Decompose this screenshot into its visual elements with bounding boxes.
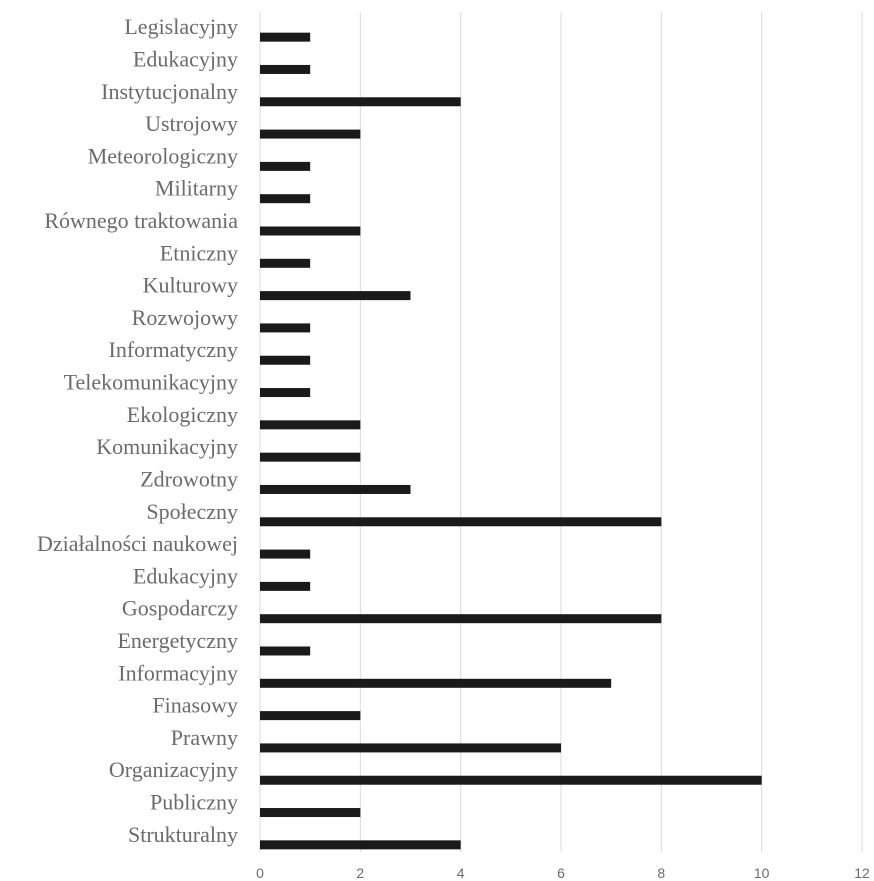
bar — [260, 129, 361, 139]
category-label: Telekomunikacyjny — [64, 370, 238, 395]
category-label: Ekologiczny — [127, 402, 238, 427]
category-label: Prawny — [171, 725, 238, 750]
bar — [260, 678, 612, 688]
category-label: Kulturowy — [143, 273, 238, 298]
x-tick-label: 0 — [256, 865, 264, 881]
x-tick-label: 6 — [557, 865, 565, 881]
bar — [260, 388, 311, 398]
category-label: Organizacyjny — [109, 757, 238, 782]
bar — [260, 614, 662, 624]
bar — [260, 32, 311, 42]
bar — [260, 97, 461, 107]
x-tick-label: 12 — [854, 865, 870, 881]
category-label: Publiczny — [150, 790, 238, 815]
gridlines — [259, 12, 863, 852]
bar — [260, 517, 662, 527]
x-tick-label: 2 — [356, 865, 364, 881]
x-axis-tick-labels: 0 2 4 6 8 10 12 — [256, 865, 870, 881]
bar — [260, 226, 361, 236]
bar — [260, 355, 311, 365]
category-label: Równego traktowania — [44, 208, 238, 233]
bar — [260, 291, 411, 301]
bar — [260, 161, 311, 171]
bar — [260, 711, 361, 721]
bar — [260, 194, 311, 204]
bars — [260, 32, 762, 850]
bar — [260, 808, 361, 818]
category-label: Edukacyjny — [133, 46, 238, 71]
category-label: Meteorologiczny — [88, 143, 238, 168]
category-label: Etniczny — [160, 240, 238, 265]
bar — [260, 484, 411, 494]
bar — [260, 323, 311, 333]
category-label: Militarny — [155, 176, 238, 201]
category-label: Komunikacyjny — [96, 434, 238, 459]
x-tick-label: 4 — [457, 865, 465, 881]
x-tick-label: 10 — [754, 865, 770, 881]
category-label: Strukturalny — [128, 822, 238, 847]
bar — [260, 549, 311, 559]
category-label: Zdrowotny — [140, 466, 238, 491]
bar — [260, 743, 561, 753]
bar — [260, 258, 311, 268]
category-labels: Legislacyjny Edukacyjny Instytucjonalny Ust… — [37, 14, 238, 847]
category-label: Instytucjonalny — [101, 79, 238, 104]
bar — [260, 775, 762, 785]
category-label: Legislacyjny — [124, 14, 238, 39]
bar — [260, 64, 311, 74]
x-tick-label: 8 — [657, 865, 665, 881]
category-label: Rozwojowy — [132, 305, 238, 330]
category-label: Informatyczny — [109, 337, 239, 362]
category-label: Gospodarczy — [122, 596, 238, 621]
category-label: Edukacyjny — [133, 563, 238, 588]
category-label: Działalności naukowej — [37, 531, 238, 556]
bar — [260, 452, 361, 462]
category-label: Informacyjny — [118, 660, 238, 685]
bar — [260, 646, 311, 656]
category-label: Ustrojowy — [145, 111, 238, 136]
category-label: Energetyczny — [117, 628, 238, 653]
category-label: Finasowy — [152, 693, 238, 718]
bar — [260, 420, 361, 430]
bar — [260, 581, 311, 591]
category-label: Społeczny — [146, 499, 238, 524]
bar — [260, 840, 461, 850]
